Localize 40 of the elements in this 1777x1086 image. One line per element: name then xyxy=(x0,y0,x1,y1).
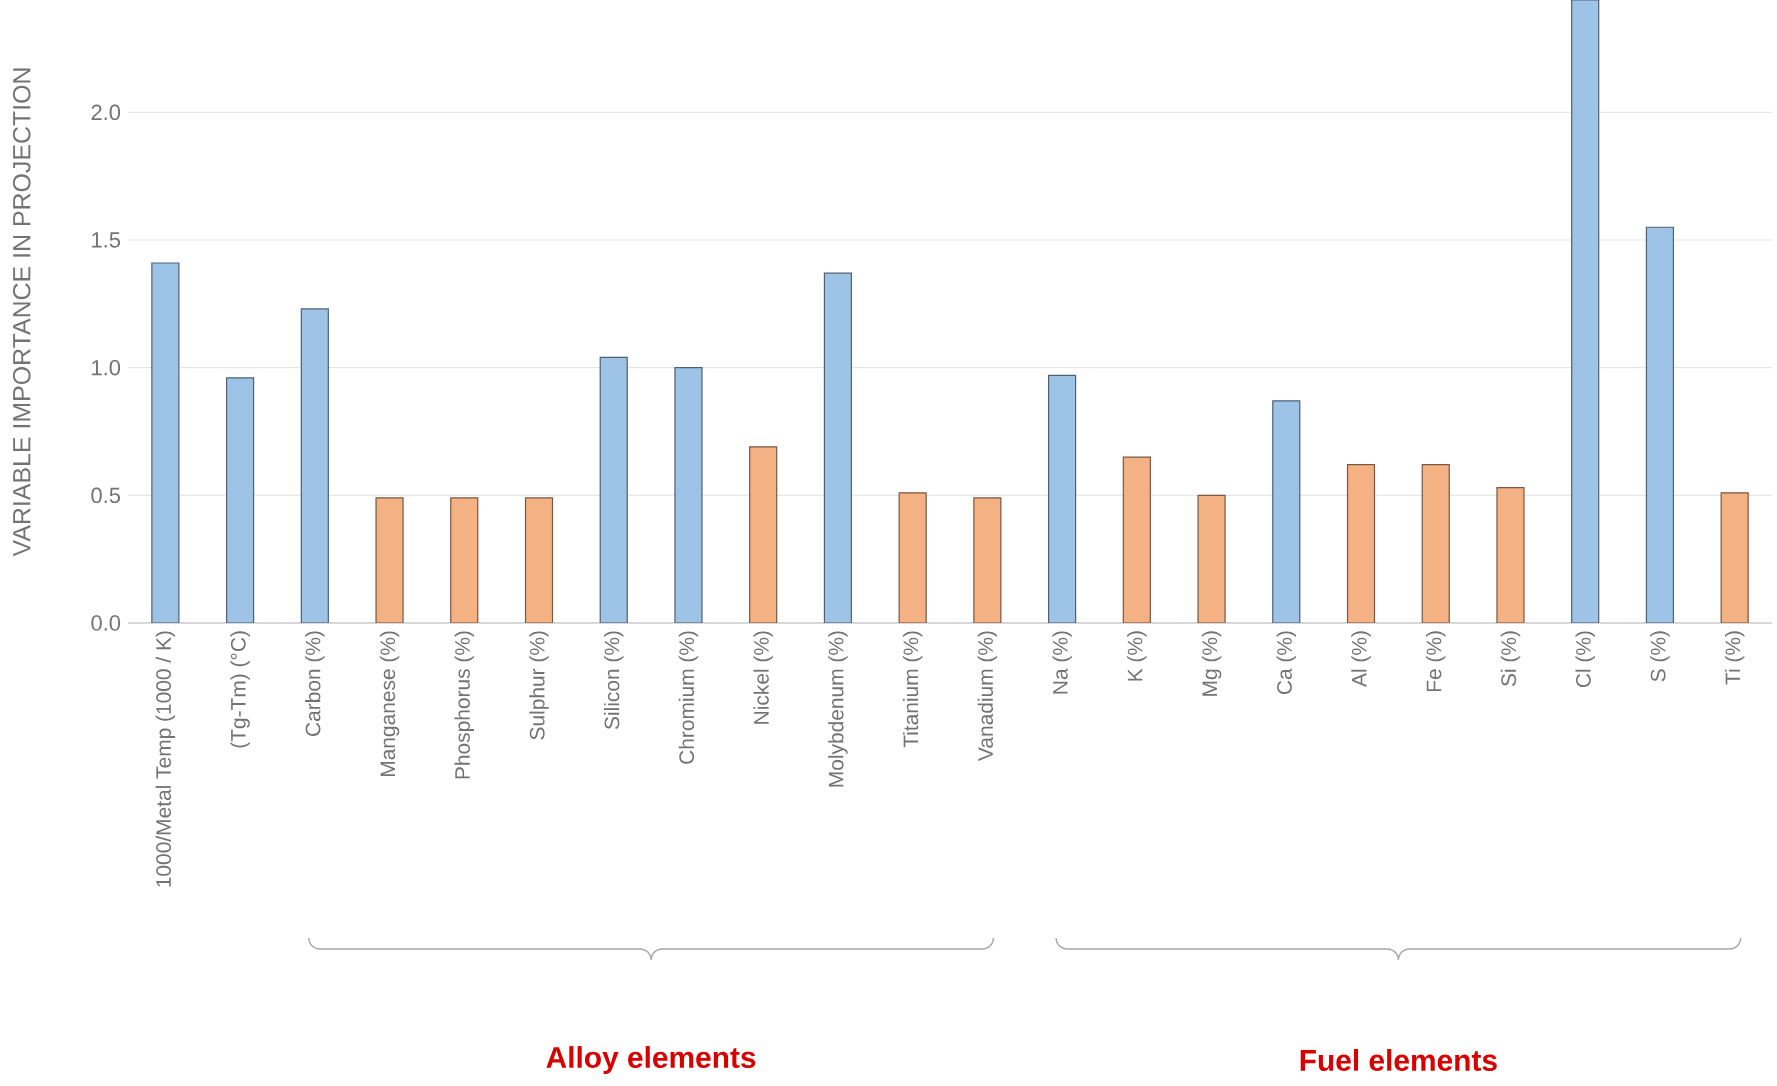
x-tick-label: Phosphorus (%) xyxy=(454,631,475,779)
x-tick-label: Ti (%) xyxy=(1724,631,1745,685)
bar xyxy=(1122,456,1151,623)
text: Fuel elements xyxy=(1300,1049,1497,1071)
y-tick-label: 0.5 xyxy=(91,487,121,504)
y-tick-label: 0.0 xyxy=(91,615,121,631)
bar xyxy=(300,308,329,623)
x-tick-label: S (%) xyxy=(1650,631,1670,682)
x-tick-label: Titanium (%) xyxy=(902,631,923,748)
x-tick-label: Cl (%) xyxy=(1575,631,1595,688)
x-tick-label: Carbon (%) xyxy=(305,631,325,736)
x-tick-label: (Tg-Tm) (°C) xyxy=(230,631,250,748)
bar xyxy=(973,497,1002,623)
text: Alloy elements xyxy=(546,1046,756,1074)
x-tick-label: Manganese (%) xyxy=(379,631,400,777)
bar xyxy=(1720,492,1749,623)
bar xyxy=(524,497,554,623)
bar xyxy=(749,446,778,623)
x-tick-label: K (%) xyxy=(1127,631,1147,681)
y-tick-label: 2.0 xyxy=(91,104,121,121)
y-tick-label: 1.0 xyxy=(92,359,121,376)
bar xyxy=(1571,0,1600,623)
x-tick-label: Nickel (%) xyxy=(753,631,773,724)
y-tick-label: 1.5 xyxy=(92,232,121,248)
x-tick-label: 1000/Metal Temp (1000 / K) xyxy=(155,631,176,887)
x-tick-label: Silicon (%) xyxy=(603,631,624,730)
x-tick-label: Chromium (%) xyxy=(678,631,699,764)
x-tick-label: Molybdenum (%) xyxy=(828,631,848,787)
x-tick-label: Fe (%) xyxy=(1426,631,1446,692)
bar xyxy=(898,492,927,623)
x-tick-label: Sulphur (%) xyxy=(529,631,549,740)
y-axis-title: VARIABLE IMPORTANCE IN PROJECTION xyxy=(12,68,31,557)
bar xyxy=(151,262,180,623)
x-tick-label: Mg (%) xyxy=(1201,631,1222,696)
x-tick-label: Vanadium (%) xyxy=(977,631,998,761)
x-tick-label: Si (%) xyxy=(1500,631,1521,687)
x-tick-label: Al (%) xyxy=(1351,631,1371,687)
x-tick-label: Ca (%) xyxy=(1276,631,1297,695)
bar xyxy=(1346,464,1376,623)
x-tick-label: Na (%) xyxy=(1052,631,1072,694)
